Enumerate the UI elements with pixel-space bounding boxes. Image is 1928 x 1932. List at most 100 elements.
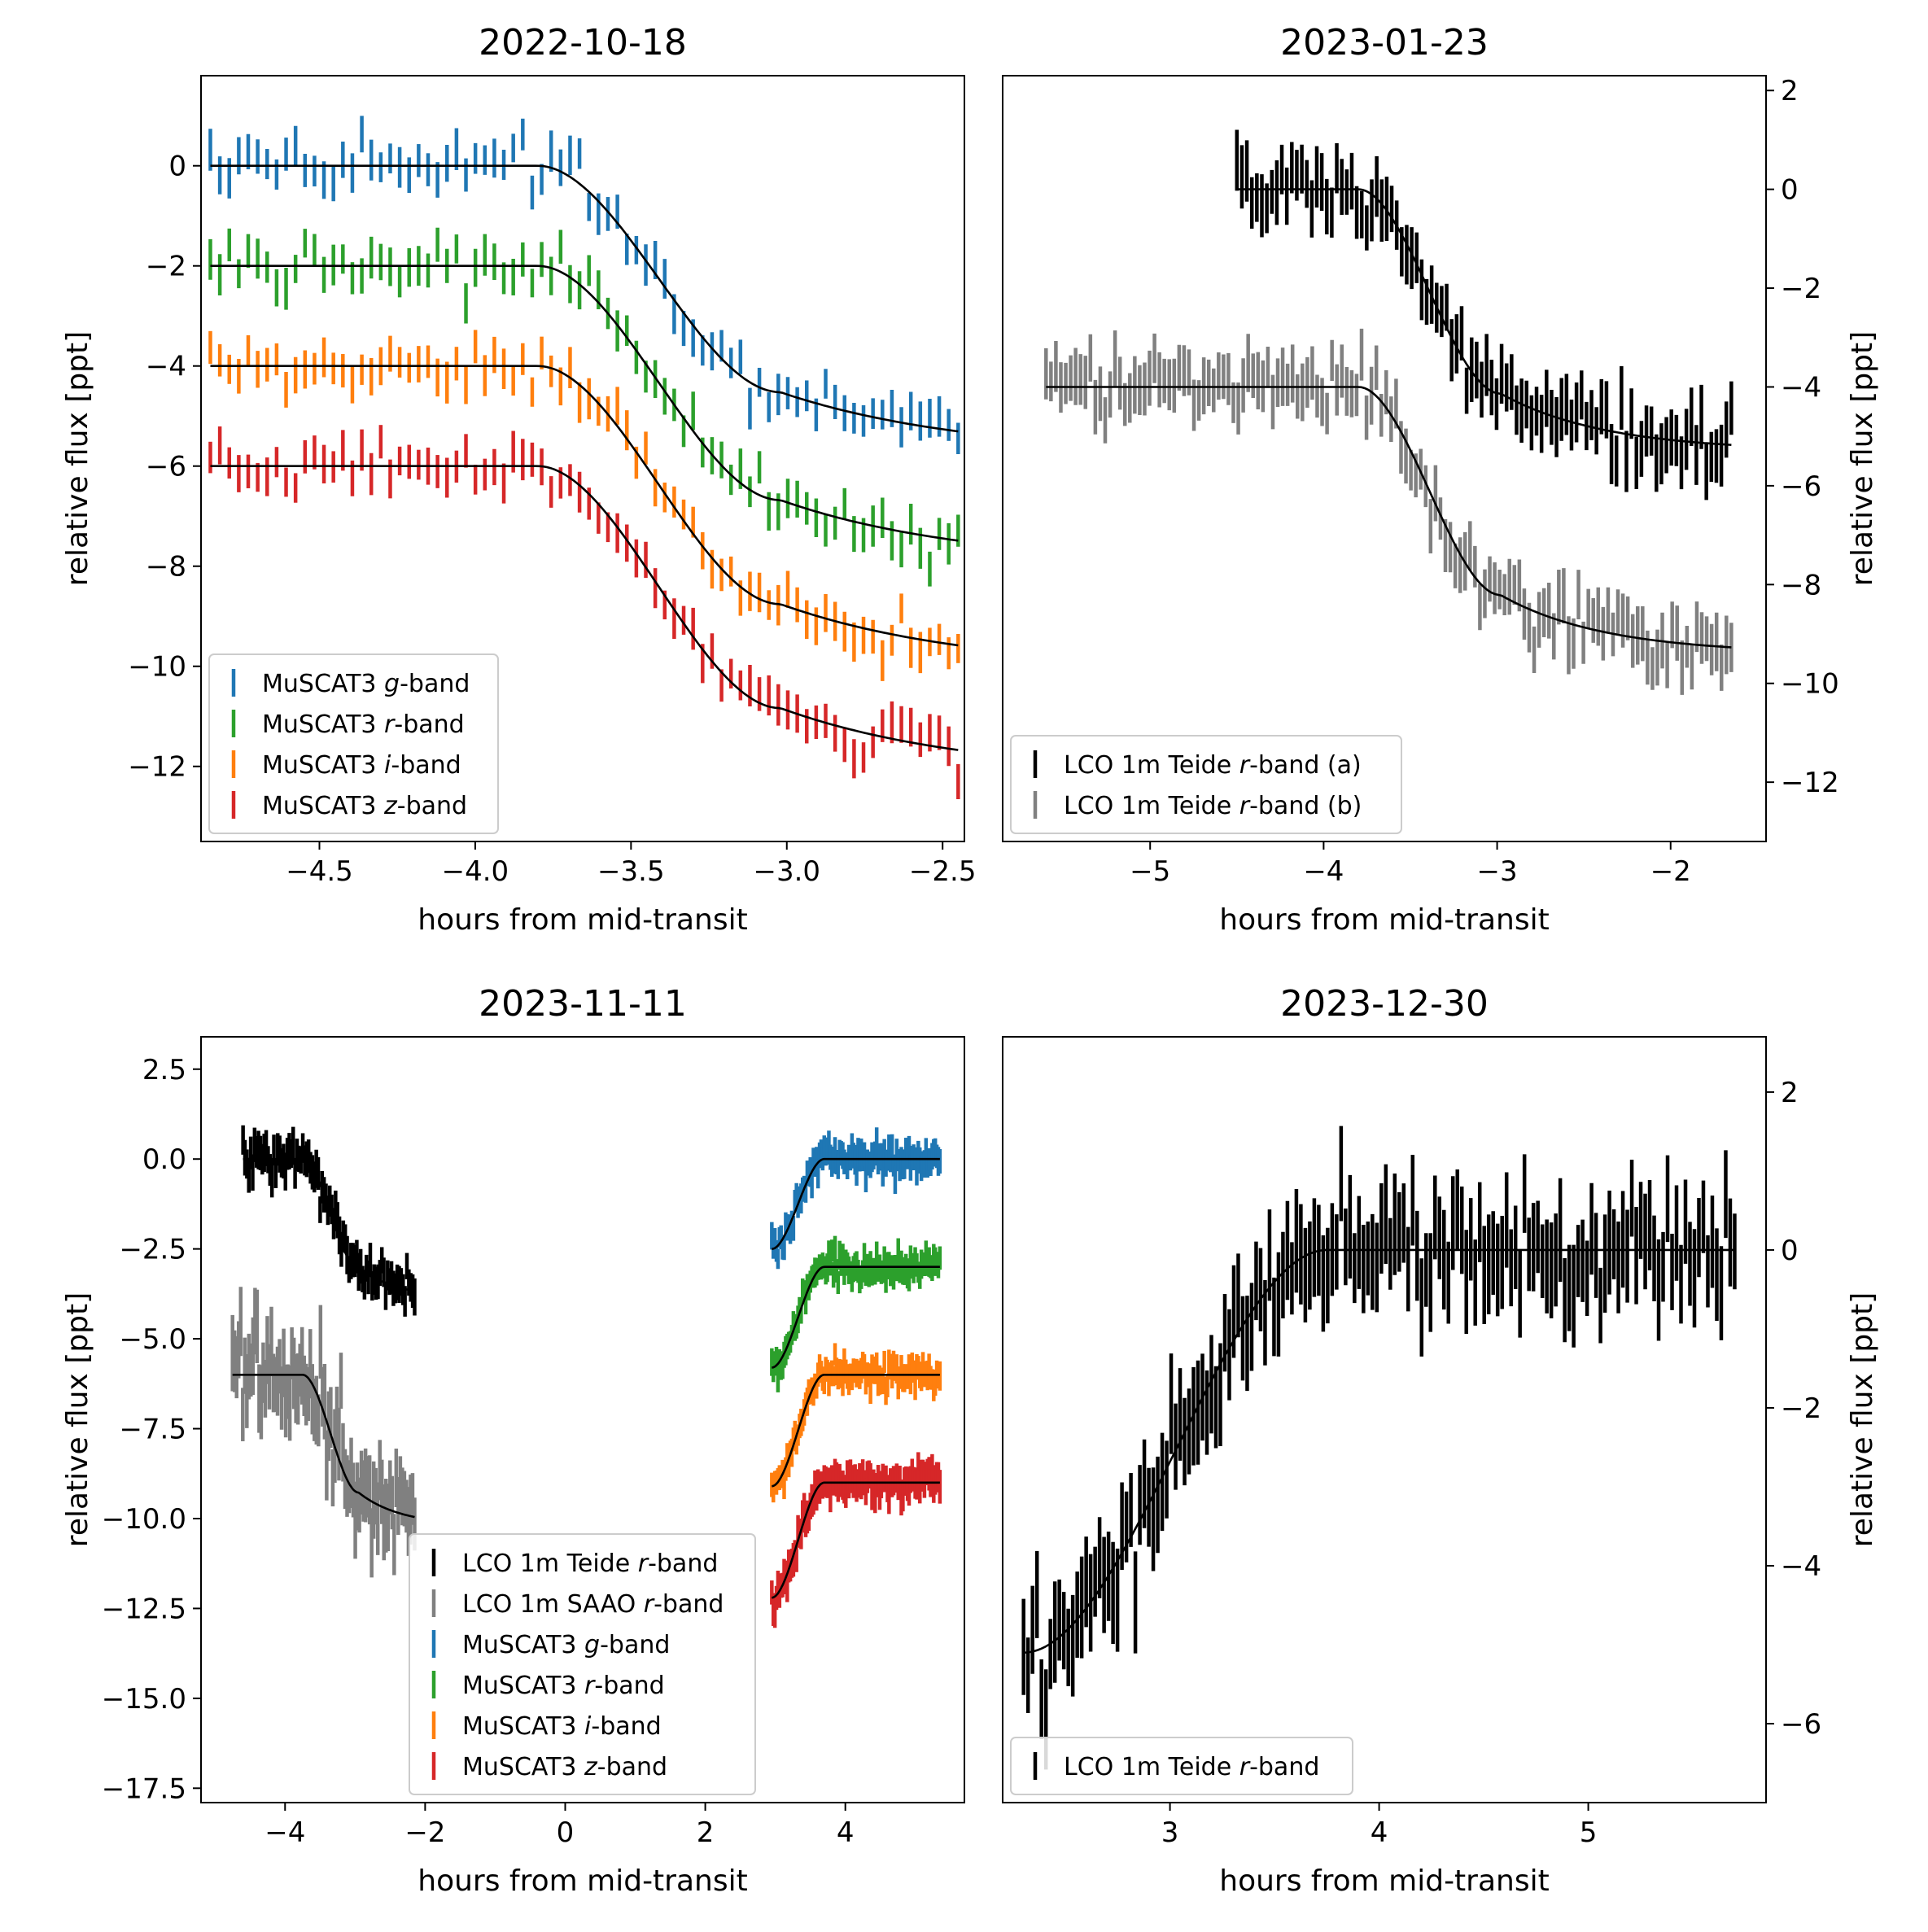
model-curve	[210, 365, 959, 647]
legend-label: MuSCAT3 i-band	[462, 1712, 662, 1741]
series-lco-1m-teide-r-band-b-	[1044, 328, 1733, 695]
panel-title: 2023-11-11	[479, 983, 687, 1025]
panel-p3: −4 −2 0 2 4 2.5 0.0 −2.5 −5.0 −7.5 −10.0 −12.5 −15.0…	[61, 983, 965, 1898]
y-tick-label: 0	[168, 151, 186, 183]
panel-title: 2023-01-23	[1280, 22, 1489, 63]
x-tick-label: −4.0	[442, 855, 509, 888]
x-tick-label: −5	[1130, 855, 1170, 888]
legend-label: LCO 1m Teide r-band (b)	[1064, 792, 1362, 820]
panel-title: 2022-10-18	[479, 22, 687, 63]
x-tick-label: −3	[1477, 855, 1518, 888]
plot-area-p1	[208, 116, 960, 799]
axes-frame	[1002, 1036, 1767, 1803]
legend: MuSCAT3 g-band MuSCAT3 r-band MuSCAT3 i-ba…	[208, 653, 499, 834]
x-tick-label: −3.5	[597, 855, 665, 888]
x-tick-label: 3	[1161, 1816, 1179, 1849]
x-tick-label: 0	[557, 1816, 575, 1849]
x-tick-label: −4	[264, 1816, 305, 1849]
plot-area-p2	[1044, 129, 1733, 695]
model-curve	[1046, 386, 1732, 649]
series-muscat3-z-band	[770, 1452, 942, 1628]
y-tick-label: 0	[1781, 174, 1799, 207]
y-tick-label: −6	[1781, 1708, 1821, 1741]
panel-p2: −5 −4 −3 −2 2 0 −2 −4 −6 −8 −10 −12 2023-01-23 hours …	[1002, 22, 1879, 937]
model-curve	[210, 164, 959, 433]
y-axis-label: relative flux [ppt]	[1846, 1292, 1879, 1547]
plot-area-p4	[1021, 1126, 1737, 1770]
y-tick-label: 2	[1781, 75, 1799, 107]
model-curve	[210, 264, 959, 542]
x-tick-label: −4.5	[286, 855, 353, 888]
model-curve	[772, 1374, 940, 1488]
y-tick-label: −8	[146, 551, 186, 584]
legend: LCO 1m Teide r-band	[1010, 1737, 1353, 1795]
legend-box	[409, 1533, 756, 1795]
series-lco-1m-teide-r-band	[241, 1125, 417, 1317]
series-muscat3-i-band	[208, 330, 960, 681]
y-axis-label: relative flux [ppt]	[61, 331, 94, 586]
y-tick-label: −8	[1781, 569, 1821, 601]
model-curve	[772, 1157, 940, 1250]
x-tick-label: 5	[1580, 1816, 1598, 1849]
y-tick-label: −4	[146, 351, 186, 383]
panel-title: 2023-12-30	[1280, 983, 1489, 1025]
y-tick-label: −6	[1781, 470, 1821, 503]
legend-label: LCO 1m Teide r-band	[462, 1550, 718, 1578]
legend-label: MuSCAT3 z-band	[262, 792, 467, 820]
y-tick-label: −10	[1781, 668, 1839, 701]
x-tick-label: 4	[1371, 1816, 1388, 1849]
y-tick-label: −12	[128, 751, 186, 784]
y-tick-label: −2	[146, 251, 186, 283]
legend-label: MuSCAT3 g-band	[262, 670, 470, 698]
series-muscat3-z-band	[208, 425, 960, 799]
y-tick-label: −12	[1781, 767, 1839, 799]
legend-label: MuSCAT3 i-band	[262, 751, 461, 780]
y-tick-label: 0.0	[142, 1143, 186, 1176]
y-tick-label: −7.5	[119, 1414, 186, 1446]
x-tick-label: 2	[697, 1816, 715, 1849]
series-lco-1m-saao-r-band	[230, 1287, 417, 1578]
x-axis-label: hours from mid-transit	[418, 1864, 747, 1898]
y-tick-label: −2	[1781, 273, 1821, 305]
y-tick-label: −17.5	[102, 1772, 186, 1805]
legend-label: MuSCAT3 r-band	[262, 710, 465, 739]
series-muscat3-r-band	[208, 227, 960, 587]
legend-label: MuSCAT3 r-band	[462, 1672, 665, 1700]
x-axis-label: hours from mid-transit	[418, 903, 747, 937]
legend-label: MuSCAT3 g-band	[462, 1631, 670, 1659]
panel-p1: −4.5 −4.0 −3.5 −3.0 −2.5 0 −2 −4 −6 −8 −10 −12 2022-…	[61, 22, 976, 937]
series-muscat3-i-band	[770, 1343, 942, 1503]
y-tick-label: −12.5	[102, 1593, 186, 1625]
x-tick-label: −2	[1650, 855, 1691, 888]
model-curve	[772, 1481, 940, 1599]
x-tick-label: −4	[1303, 855, 1344, 888]
model-curve	[232, 1374, 415, 1519]
legend-box	[1010, 1737, 1353, 1795]
x-tick-label: 4	[837, 1816, 855, 1849]
series-muscat3-r-band	[770, 1235, 942, 1392]
model-curve	[1023, 1248, 1735, 1654]
model-curve	[1236, 188, 1732, 446]
legend: LCO 1m Teide r-band LCO 1m SAAO r-band MuS…	[409, 1533, 756, 1795]
legend-box	[1010, 735, 1402, 834]
model-curve	[243, 1157, 415, 1292]
model-curve	[772, 1265, 940, 1369]
y-tick-label: 2	[1781, 1077, 1799, 1109]
y-tick-label: −2	[1781, 1392, 1821, 1425]
panel-p4: 3 4 5 2 0 −2 −4 −6 2023-12-30 hours from mid-tran…	[1002, 983, 1879, 1898]
y-tick-label: −6	[146, 451, 186, 483]
series-lco-1m-teide-r-band	[1021, 1126, 1737, 1770]
y-axis-label: relative flux [ppt]	[1846, 331, 1879, 586]
y-axis-label: relative flux [ppt]	[61, 1292, 94, 1547]
axes-frame	[200, 75, 965, 842]
legend-label: LCO 1m Teide r-band	[1064, 1753, 1319, 1781]
plot-area-p3	[230, 1125, 942, 1628]
y-tick-label: 0	[1781, 1235, 1799, 1267]
y-tick-label: −15.0	[102, 1683, 186, 1716]
legend-label: MuSCAT3 z-band	[462, 1753, 667, 1781]
y-tick-label: 2.5	[142, 1054, 186, 1086]
series-muscat3-g-band	[770, 1127, 942, 1270]
legend-label: LCO 1m SAAO r-band	[462, 1590, 724, 1619]
